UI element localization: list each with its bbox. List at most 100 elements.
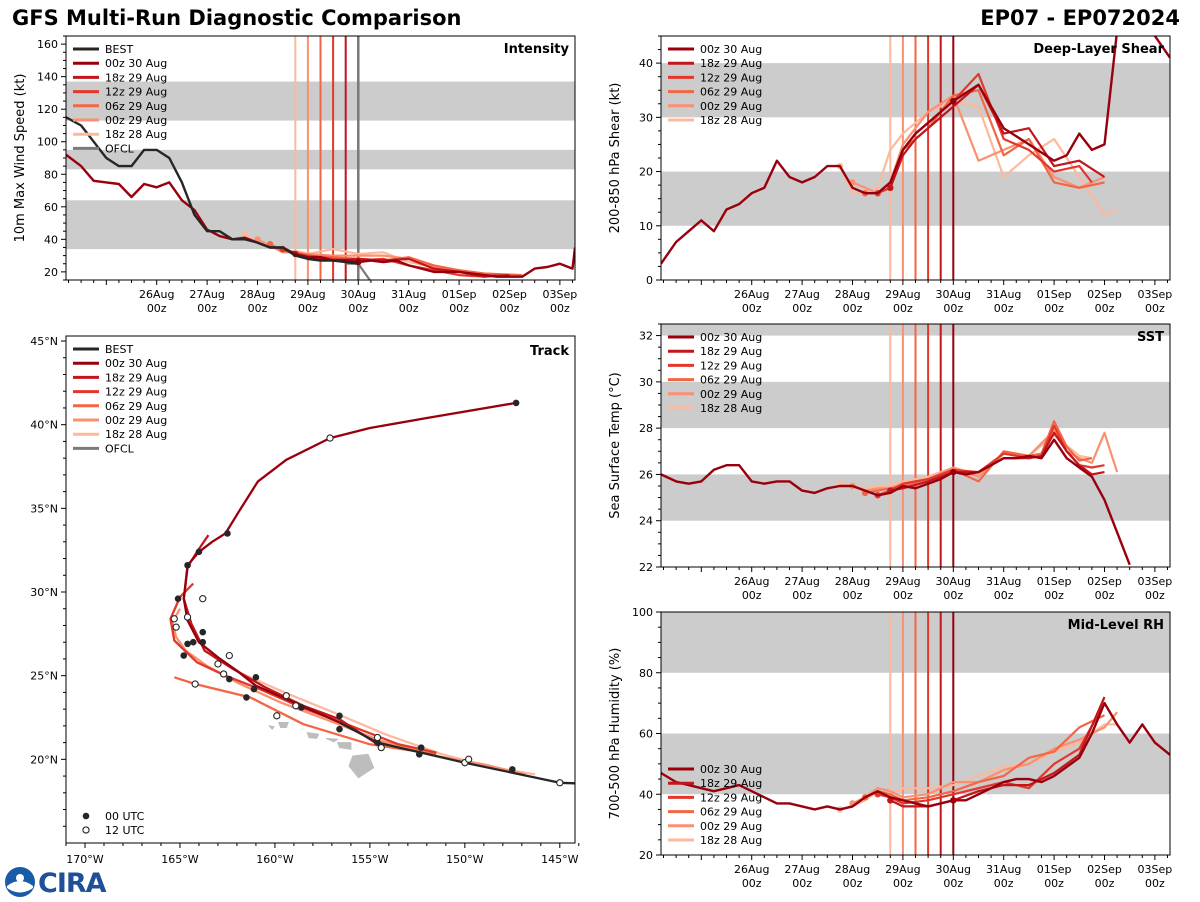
x-tick-label-day: 28Aug (835, 288, 870, 301)
track-marker-00utc (298, 704, 305, 711)
series-start-point-18z-29-aug (887, 184, 894, 192)
x-tick-label-hour: 00z (943, 302, 963, 315)
x-tick-label-day: 03Sep (543, 288, 578, 301)
series-start-point-00z-30-aug (950, 97, 957, 105)
legend-label-18z-29-aug: 18z 29 Aug (700, 345, 762, 358)
x-tick-label-hour: 00z (742, 589, 762, 602)
legend-label-00z-29-aug: 00z 29 Aug (105, 114, 167, 127)
x-tick-label-hour: 00z (1044, 302, 1064, 315)
track-marker-12utc (214, 660, 222, 668)
legend-label-18z-28-aug: 18z 28 Aug (700, 834, 762, 847)
series-line-18z-29-aug (890, 431, 1105, 492)
track-marker-00utc (374, 739, 381, 746)
x-tick-label-hour: 00z (994, 302, 1014, 315)
y-tick-label: 140 (37, 71, 58, 84)
x-tick-label-day: 29Aug (290, 288, 325, 301)
x-tick-label-hour: 00z (994, 589, 1014, 602)
track-marker-00utc (199, 628, 207, 636)
x-tick-label-day: 01Sep (1037, 575, 1072, 588)
x-tick-label-hour: 00z (742, 302, 762, 315)
track-marker-12utc (464, 755, 473, 763)
track-marker-00utc (184, 561, 191, 569)
track-marker-00utc (417, 744, 425, 751)
x-tick-label-hour: 00z (843, 877, 863, 890)
y-tick-label: 22 (639, 561, 653, 574)
panel-title: SST (1137, 330, 1164, 345)
x-tick-label-day: 27Aug (784, 575, 819, 588)
x-tick-label-hour: 00z (248, 302, 268, 315)
legend-label-best: BEST (105, 43, 133, 56)
x-tick-label-hour: 00z (792, 302, 812, 315)
panel-shear: 01020304026Aug00z27Aug00z28Aug00z29Aug00… (608, 35, 1172, 315)
x-tick-label-hour: 00z (500, 302, 520, 315)
y-tick-label: 45°N (30, 335, 58, 348)
x-tick-label-day: 30Aug (341, 288, 376, 301)
x-tick-label-day: 30Aug (936, 575, 971, 588)
track-marker-00utc (189, 638, 197, 646)
track-marker-00utc (250, 685, 258, 693)
plot-area (661, 36, 1170, 280)
x-tick-label-hour: 00z (1044, 589, 1064, 602)
x-tick-label-hour: 00z (1095, 302, 1115, 315)
x-tick-label-hour: 00z (1145, 877, 1165, 890)
legend-label-00z-29-aug: 00z 29 Aug (700, 820, 762, 833)
x-tick-label-day: 31Aug (986, 863, 1021, 876)
x-tick-label-hour: 00z (742, 877, 762, 890)
x-tick-label-hour: 00z (348, 302, 368, 315)
legend-label-ofcl: OFCL (105, 442, 135, 455)
legend-label-12z-29-aug: 12z 29 Aug (700, 359, 762, 372)
y-tick-label: 80 (639, 667, 653, 680)
x-tick-label-day: 27Aug (784, 288, 819, 301)
x-tick-label-day: 03Sep (1138, 575, 1173, 588)
track-line-18z-28-aug (213, 656, 536, 776)
x-tick-label-day: 30Aug (936, 863, 971, 876)
y-tick-label: 120 (37, 103, 58, 116)
x-tick-label-day: 27Aug (189, 288, 224, 301)
plot-area (169, 399, 575, 787)
track-marker-12utc (219, 670, 228, 678)
legend-label-18z-28-aug: 18z 28 Aug (105, 428, 167, 441)
legend-label-00z-29-aug: 00z 29 Aug (700, 388, 762, 401)
track-marker-12utc (556, 779, 564, 787)
x-tick-label-day: 30Aug (936, 288, 971, 301)
y-tick-label: 80 (44, 168, 58, 181)
series-line-00z-30-aug (661, 36, 1170, 265)
island-shape (267, 725, 275, 730)
track-marker-12utc (373, 733, 382, 742)
y-tick-label: 20°N (30, 753, 58, 766)
y-tick-label: 32 (639, 330, 653, 343)
series-line-18z-28-aug (839, 723, 1118, 811)
legend-label-00z-30-aug: 00z 30 Aug (700, 763, 762, 776)
y-tick-label: 160 (37, 38, 58, 51)
x-tick-label-hour: 00z (399, 302, 419, 315)
x-tick-label: 160°W (256, 853, 293, 866)
legend-label-00z-29-aug: 00z 29 Aug (105, 414, 167, 427)
y-tick-label: 24 (639, 515, 653, 528)
y-tick-label: 30 (639, 376, 653, 389)
island-shape (336, 742, 352, 750)
x-tick-label-hour: 00z (893, 302, 913, 315)
panel-sst: 22242628303226Aug00z27Aug00z28Aug00z29Au… (608, 323, 1173, 602)
legend-label-12z-29-aug: 12z 29 Aug (700, 71, 762, 84)
x-tick-label: 150°W (446, 853, 483, 866)
marker-legend-12utc-label: 12 UTC (105, 824, 145, 837)
track-marker-12utc (170, 615, 178, 623)
legend-label-00z-30-aug: 00z 30 Aug (700, 331, 762, 344)
x-tick-label-hour: 00z (1145, 302, 1165, 315)
panel-rh: 2040608010026Aug00z27Aug00z28Aug00z29Aug… (608, 606, 1172, 890)
page-title: GFS Multi-Run Diagnostic Comparison (12, 6, 462, 30)
y-tick-label: 40 (639, 57, 653, 70)
track-marker-00utc (336, 712, 343, 720)
legend-label-18z-29-aug: 18z 29 Aug (105, 371, 167, 384)
legend-label-best: BEST (105, 343, 133, 356)
y-axis-label: 10m Max Wind Speed (kt) (13, 74, 28, 243)
legend-label-12z-29-aug: 12z 29 Aug (105, 386, 167, 399)
y-tick-label: 25°N (30, 670, 58, 683)
track-marker-00utc (252, 674, 260, 681)
y-tick-label: 40°N (30, 419, 58, 432)
track-marker-00utc (512, 399, 520, 407)
y-tick-label: 40 (44, 233, 58, 246)
y-tick-label: 30 (639, 111, 653, 124)
series-line-best (66, 116, 359, 265)
series-start-point-18z-28-aug (241, 231, 249, 238)
